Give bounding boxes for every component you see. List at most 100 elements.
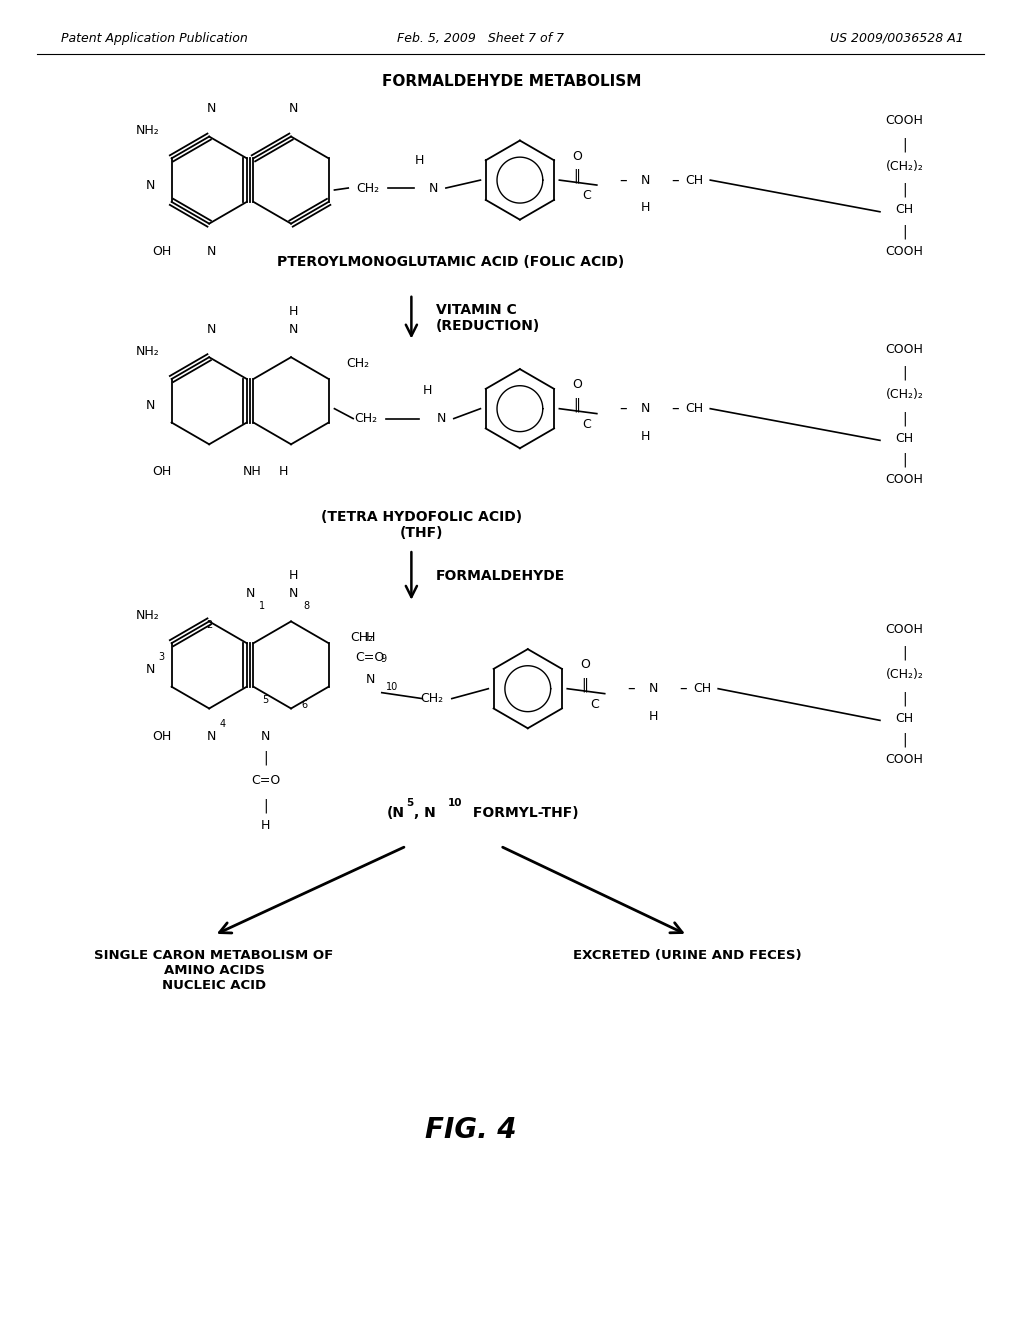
Text: 6: 6 (302, 700, 308, 710)
Text: COOH: COOH (886, 754, 924, 767)
Text: |: | (902, 182, 907, 197)
Text: ‖: ‖ (582, 677, 589, 692)
Text: COOH: COOH (886, 115, 924, 127)
Text: |: | (902, 733, 907, 747)
Text: CH: CH (685, 174, 703, 186)
Text: |: | (902, 366, 907, 380)
Text: |: | (902, 224, 907, 239)
Text: FORMYL-THF): FORMYL-THF) (468, 807, 579, 820)
Text: H: H (648, 710, 657, 723)
Text: |: | (902, 137, 907, 152)
Text: CH₂: CH₂ (350, 631, 374, 644)
Text: 3: 3 (159, 652, 165, 663)
Text: –: – (620, 401, 628, 416)
Text: C: C (591, 698, 599, 711)
Text: COOH: COOH (886, 343, 924, 356)
Text: OH: OH (153, 466, 171, 478)
Text: Patent Application Publication: Patent Application Publication (61, 32, 248, 45)
Text: –: – (671, 401, 679, 416)
Text: CH₂: CH₂ (346, 356, 370, 370)
Text: N: N (289, 103, 298, 115)
Text: H: H (289, 305, 298, 318)
Text: 8: 8 (304, 601, 310, 611)
Text: C: C (583, 190, 591, 202)
Text: N: N (289, 587, 298, 601)
Text: C: C (583, 418, 591, 432)
Text: |: | (263, 751, 267, 766)
Text: OH: OH (153, 244, 171, 257)
Text: N: N (640, 174, 650, 186)
Text: N: N (648, 682, 657, 696)
Text: NH: NH (243, 466, 262, 478)
Text: (TETRA HYDOFOLIC ACID)
(THF): (TETRA HYDOFOLIC ACID) (THF) (321, 510, 522, 540)
Text: CH: CH (693, 682, 712, 696)
Text: , N: , N (415, 807, 436, 820)
Text: 10: 10 (447, 799, 463, 808)
Text: (CH₂)₂: (CH₂)₂ (886, 668, 924, 681)
Text: N: N (207, 323, 216, 337)
Text: NH₂: NH₂ (136, 124, 160, 137)
Text: H: H (261, 818, 270, 832)
Text: Feb. 5, 2009   Sheet 7 of 7: Feb. 5, 2009 Sheet 7 of 7 (397, 32, 564, 45)
Text: SINGLE CARON METABOLISM OF
AMINO ACIDS
NUCLEIC ACID: SINGLE CARON METABOLISM OF AMINO ACIDS N… (94, 949, 334, 991)
Text: N: N (640, 403, 650, 416)
Text: –: – (620, 173, 628, 187)
Text: H: H (415, 154, 424, 166)
Text: H: H (279, 466, 288, 478)
Text: O: O (580, 659, 590, 672)
Text: 5: 5 (407, 799, 414, 808)
Text: N: N (145, 178, 155, 191)
Text: (N: (N (387, 807, 404, 820)
Text: PTEROYLMONOGLUTAMIC ACID (FOLIC ACID): PTEROYLMONOGLUTAMIC ACID (FOLIC ACID) (278, 255, 625, 269)
Text: CH₂: CH₂ (354, 412, 378, 425)
Text: H: H (640, 430, 650, 444)
Text: H: H (423, 384, 432, 397)
Text: N: N (207, 103, 216, 115)
Text: 1: 1 (259, 601, 265, 611)
Text: FORMALDEHYDE: FORMALDEHYDE (436, 569, 565, 583)
Text: O: O (572, 150, 582, 162)
Text: N: N (207, 730, 216, 743)
Text: NH₂: NH₂ (136, 609, 160, 622)
Text: FIG. 4: FIG. 4 (425, 1115, 516, 1144)
Text: NH₂: NH₂ (136, 345, 160, 358)
Text: N: N (436, 412, 445, 425)
Text: ‖: ‖ (573, 169, 581, 183)
Text: |: | (902, 453, 907, 467)
Text: US 2009/0036528 A1: US 2009/0036528 A1 (830, 32, 964, 45)
Text: H: H (640, 202, 650, 214)
Text: 5: 5 (262, 694, 268, 705)
Text: ‖: ‖ (573, 397, 581, 412)
Text: 2: 2 (206, 620, 212, 631)
Text: N: N (246, 587, 255, 601)
Text: C=O: C=O (355, 651, 385, 664)
Text: N: N (261, 730, 270, 743)
Text: –: – (679, 681, 686, 696)
Text: FORMALDEHYDE METABOLISM: FORMALDEHYDE METABOLISM (382, 74, 642, 88)
Text: CH: CH (896, 711, 913, 725)
Text: 10: 10 (385, 681, 397, 692)
Text: COOH: COOH (886, 474, 924, 486)
Text: N: N (428, 182, 438, 194)
Text: |: | (902, 692, 907, 706)
Text: |: | (902, 645, 907, 660)
Text: N: N (289, 323, 298, 337)
Text: |: | (902, 412, 907, 426)
Text: –: – (628, 681, 635, 696)
Text: COOH: COOH (886, 244, 924, 257)
Text: CH₂: CH₂ (356, 182, 380, 194)
Text: O: O (572, 379, 582, 392)
Text: H: H (289, 569, 298, 582)
Text: CH: CH (896, 203, 913, 216)
Text: 4: 4 (220, 719, 226, 730)
Text: N: N (145, 664, 155, 676)
Text: N: N (366, 673, 375, 686)
Text: OH: OH (153, 730, 171, 743)
Text: CH: CH (896, 432, 913, 445)
Text: (CH₂)₂: (CH₂)₂ (886, 160, 924, 173)
Text: C=O: C=O (251, 775, 280, 787)
Text: COOH: COOH (886, 623, 924, 636)
Text: EXCRETED (URINE AND FECES): EXCRETED (URINE AND FECES) (573, 949, 802, 962)
Text: CH: CH (685, 403, 703, 416)
Text: (CH₂)₂: (CH₂)₂ (886, 388, 924, 401)
